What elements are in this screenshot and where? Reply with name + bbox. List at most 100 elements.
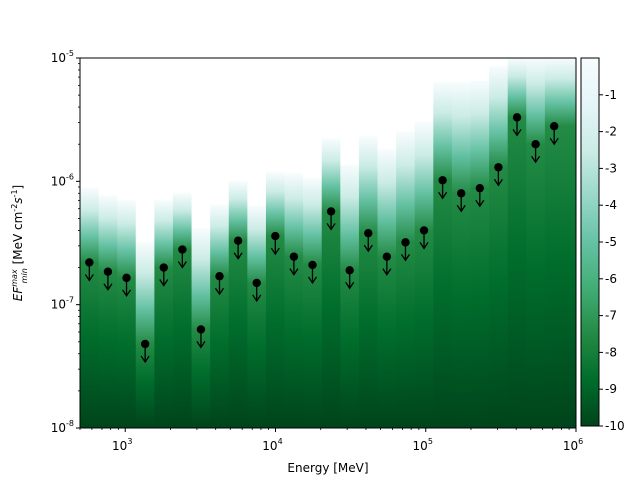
x-tick-label: 105: [413, 437, 433, 453]
bin-column: [507, 58, 527, 428]
upper-limit-arrow-head: [363, 244, 373, 253]
y-tick-base: 10: [51, 421, 66, 435]
bin-column: [489, 58, 509, 428]
y-tick-base: 10: [51, 298, 66, 312]
upper-limit-point: [308, 260, 317, 270]
x-axis: 103 104 105 106: [79, 428, 583, 453]
y-tick-base: 10: [51, 174, 66, 188]
colorbar-tick-label: -3: [605, 161, 617, 175]
bin-column: [433, 58, 453, 428]
upper-limit-arrow-head: [382, 268, 392, 276]
upper-limit-point: [140, 339, 150, 349]
upper-limit-point: [419, 226, 429, 235]
colorbar-tick-label: -10: [605, 419, 625, 433]
upper-limit-arrow-head: [84, 274, 94, 282]
x-tick-base: 10: [262, 439, 277, 453]
upper-limit-point: [85, 258, 94, 267]
upper-limit-points: [84, 113, 559, 364]
upper-limit-arrow-head: [512, 129, 522, 137]
plot-frame: [79, 57, 577, 429]
bin-column: [377, 58, 397, 428]
y-title-exp-b: -1: [10, 189, 19, 197]
plot-area: [79, 57, 577, 429]
upper-limit-point: [494, 163, 503, 172]
upper-limit-arrow-head: [307, 276, 318, 285]
bin-column: [321, 58, 341, 428]
bin-column: [544, 58, 577, 428]
upper-limit-arrow-head: [438, 191, 448, 200]
upper-limit-arrow-head: [270, 247, 280, 256]
y-tick-label: 10-7: [51, 296, 74, 312]
x-axis-title: Energy [MeV]: [287, 461, 368, 475]
bin-column: [191, 58, 211, 428]
bin-column: [135, 58, 155, 428]
upper-limit-point: [252, 278, 261, 288]
upper-limit-point: [475, 183, 485, 193]
upper-limit-point: [438, 176, 447, 185]
y-tick-exp: -7: [66, 296, 74, 305]
upper-limit-arrow-head: [531, 155, 541, 164]
upper-limit-point: [326, 207, 336, 216]
upper-limit-point: [345, 266, 354, 275]
x-tick-label: 103: [112, 437, 132, 453]
upper-limit-point: [215, 272, 224, 281]
upper-limit-point: [159, 263, 168, 272]
x-tick-exp: 5: [428, 437, 433, 446]
y-axis-title: EFmaxmin [MeV cm-2s-1]: [10, 185, 29, 301]
colorbar-tick-label: -7: [605, 309, 617, 323]
upper-limit-arrow-head: [549, 137, 559, 146]
y-tick-exp: -6: [66, 172, 74, 181]
upper-limit-arrow-head: [400, 254, 411, 262]
bin-column: [80, 58, 100, 428]
y-tick-base: 10: [51, 51, 66, 65]
y-title-max: max: [10, 269, 19, 287]
upper-limit-point: [457, 189, 466, 198]
upper-limit-arrow-head: [475, 199, 485, 208]
x-tick-exp: 3: [127, 437, 132, 446]
bin-column: [172, 58, 193, 428]
x-tick-label: 106: [563, 437, 583, 453]
upper-limit-arrow-head: [345, 281, 355, 290]
colorbar-tick-label: -6: [605, 272, 617, 286]
bin-column: [470, 58, 490, 428]
colorbar-tick-label: -5: [605, 235, 617, 249]
upper-limit-arrow-head: [196, 341, 206, 349]
x-tick-base: 10: [563, 439, 578, 453]
upper-limit-arrow-head: [214, 287, 225, 296]
colorbar: -1 -2 -3 -4 -5 -6 -7 -8 -9 -10: [580, 57, 625, 433]
likelihood-bins: [80, 58, 577, 428]
colorbar-tick-label: -8: [605, 345, 617, 359]
x-tick-exp: 6: [578, 437, 583, 446]
y-title-unit-b: s: [11, 197, 25, 203]
y-title-unit-c: ]: [11, 185, 25, 190]
upper-limit-arrow-head: [121, 289, 132, 298]
upper-limit-arrow-head: [252, 294, 262, 303]
bin-column: [154, 58, 174, 428]
bin-column: [303, 58, 323, 428]
colorbar-ticks: -1 -2 -3 -4 -5 -6 -7 -8 -9 -10: [599, 88, 625, 433]
colorbar-tick-label: -4: [605, 198, 617, 212]
upper-limit-arrow-head: [177, 261, 187, 269]
colorbar-fill: [581, 58, 599, 426]
bin-column: [526, 58, 546, 428]
upper-limit-point: [271, 231, 280, 241]
upper-limit-arrow-head: [456, 204, 466, 213]
y-tick-label: 10-6: [51, 172, 74, 188]
bin-column: [340, 58, 360, 428]
upper-limit-arrow-head: [289, 268, 299, 276]
upper-limit-point: [289, 252, 299, 261]
bin-column: [210, 58, 230, 428]
x-tick-base: 10: [413, 439, 428, 453]
y-title-ef: EF: [11, 286, 25, 302]
colorbar-tick-label: -9: [605, 382, 617, 396]
upper-limit-arrow-head: [140, 355, 150, 364]
bin-column: [98, 58, 118, 428]
bin-column: [247, 58, 267, 428]
y-title-exp-a: -2: [10, 204, 19, 212]
bin-column: [451, 58, 471, 428]
upper-limit-arrow-head: [159, 279, 169, 287]
upper-limit-point: [512, 113, 522, 122]
y-title-unit-a: [MeV cm: [11, 212, 25, 269]
bin-column: [284, 58, 304, 428]
